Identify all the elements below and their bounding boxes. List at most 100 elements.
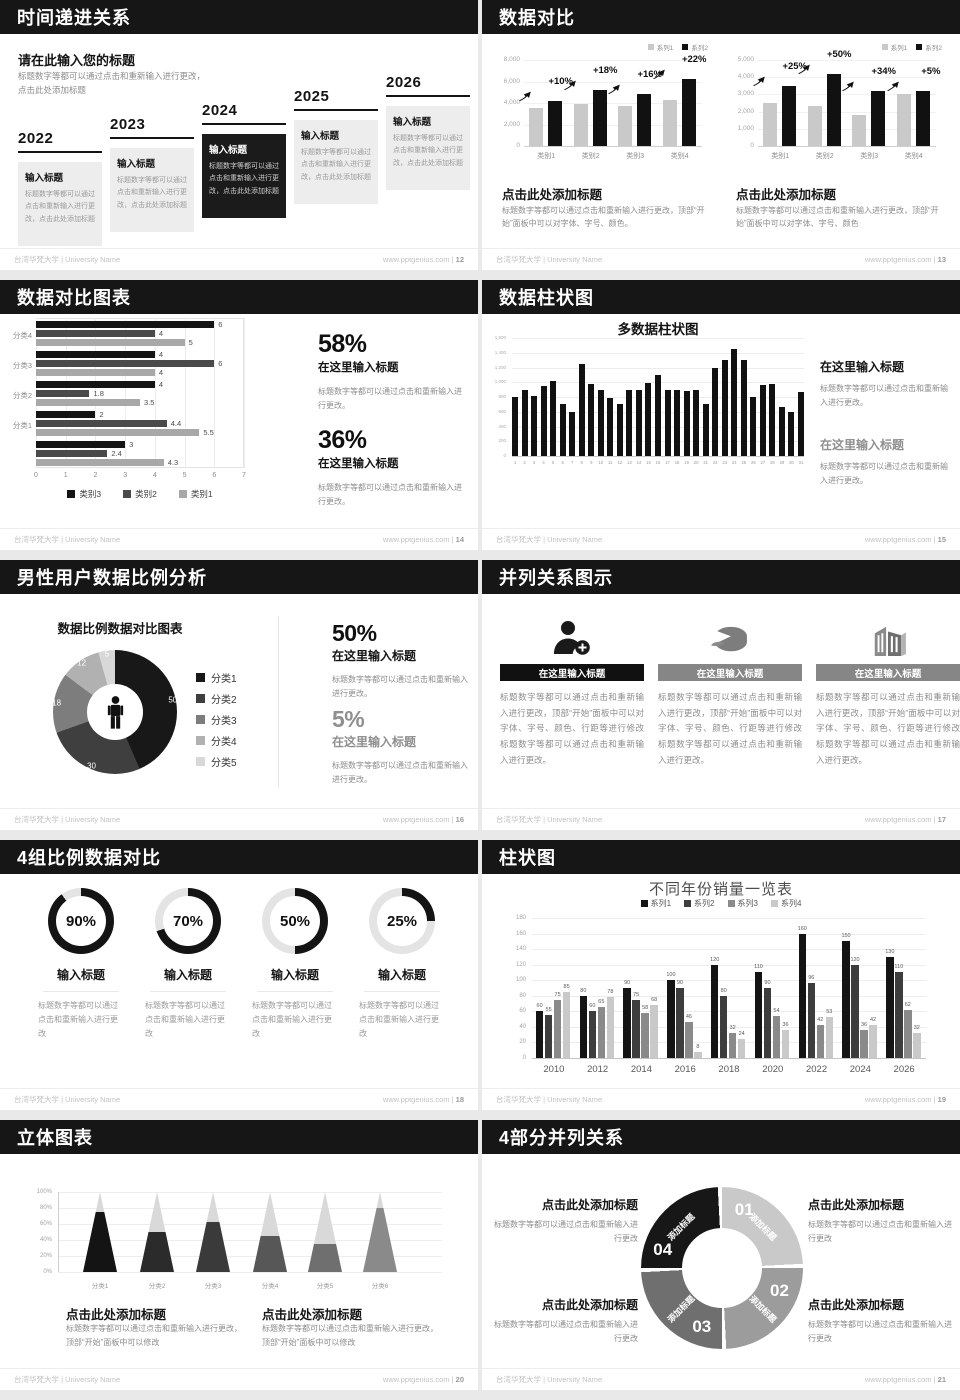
growth-label: +18%	[592, 65, 618, 77]
milestone-box: 输入标题 标题数字等都可以通过点击和重新输入进行更改，点击此处添加标题	[294, 120, 378, 204]
x-category-label: 2026	[893, 1064, 915, 1075]
y-tick-label: 6,000	[503, 77, 520, 85]
legend-item: 类别3	[67, 488, 101, 500]
slide-body: 90% 输入标题 标题数字等都可以通过点击和重新输入进行更改 70% 输入标题 标题数字等…	[0, 874, 478, 1088]
bar	[731, 349, 738, 456]
gridline	[758, 146, 936, 147]
x-tick-label: 20	[693, 460, 699, 465]
bar-value-label: 96	[808, 975, 815, 982]
timeline-milestone: 2022 输入标题 标题数字等都可以通过点击和重新输入进行更改，点击此处添加标题	[18, 130, 102, 246]
legend-label: 分类3	[211, 716, 237, 727]
growth-label: +25%	[782, 60, 807, 72]
page-number: 14	[455, 535, 464, 544]
y-tick-label: 0%	[43, 1269, 52, 1275]
legend-swatch	[196, 715, 205, 724]
stat-heading: 在这里输入标题	[318, 362, 399, 374]
gauge-value: 70%	[163, 896, 213, 946]
bar	[544, 1015, 553, 1058]
gridline	[532, 949, 926, 951]
gridline	[524, 60, 702, 61]
footer-site: www.pptgenius.com	[864, 815, 932, 824]
slide-title-bar: 4部分并列关系	[482, 1120, 960, 1154]
cone	[308, 1192, 342, 1272]
stat-heading: 在这里输入标题	[332, 735, 417, 749]
slide-footer: 台湾华梵大学 | University Name www.pptgenius.c…	[0, 1368, 478, 1390]
slide-body: 系列1 系列2 0 2,000 4,000 6,000 8,000 类别1 +10% 类别2 +18…	[482, 34, 960, 248]
gridline	[512, 338, 804, 339]
column-body: 标题数字等都可以通过点击和重新输入进行更改，顶部“开始”面板中可以对字体、字号、…	[500, 692, 644, 765]
growth-callout: +34%	[842, 65, 898, 91]
x-tick-label: 10	[598, 460, 604, 465]
page-number: 16	[455, 815, 464, 824]
divider	[43, 991, 119, 992]
bar-value-label: 4	[158, 368, 164, 377]
y-tick-label: 1,000	[494, 379, 506, 385]
bar-value-label: 46	[685, 1014, 692, 1021]
gauge-heading: 输入标题	[377, 968, 426, 982]
y-tick-label: 0	[516, 142, 520, 149]
bar-value-label: 2.4	[111, 449, 122, 458]
legend-swatch	[647, 44, 654, 50]
gridline	[532, 918, 926, 919]
slide-body: 01 添加标题 02 添加标题 03 添加标题 04 添加标题 点击此处添加标题 标题数字等都…	[482, 1154, 960, 1368]
slice-value-label: 12	[77, 658, 87, 668]
bar	[664, 389, 671, 456]
milestone-year: 2025	[294, 88, 330, 105]
page-number: 21	[937, 1375, 946, 1384]
block-heading: 点击此处添加标题	[808, 1298, 905, 1312]
growth-arrow-icon	[753, 76, 766, 86]
x-tick-label: 12	[617, 460, 623, 465]
y-tick-label: 180	[515, 915, 526, 921]
bar	[512, 397, 518, 456]
gauge-value: 50%	[270, 896, 320, 946]
corner-block: 点击此处添加标题 标题数字等都可以通过点击和重新输入进行更改	[490, 1296, 638, 1345]
slide-title-bar: 立体图表	[0, 1120, 478, 1154]
block-heading: 点击此处添加标题	[262, 1308, 363, 1322]
bar-value-label: 90	[764, 980, 771, 986]
bar-value-label: 100	[666, 972, 676, 979]
stat-body: 标题数字等都可以通过点击和重新输入进行更改。	[332, 761, 468, 784]
slide-footer: 台湾华梵大学 | University Name www.pptgenius.c…	[0, 248, 478, 270]
gauge-heading: 输入标题	[56, 968, 105, 982]
block-body: 标题数字等都可以通过点击和重新输入进行更改	[808, 1220, 952, 1243]
add-user-icon	[500, 608, 644, 656]
panel-heading: 点击此处添加标题	[502, 188, 603, 202]
slide-18-gauges: 4组比例数据对比 90% 输入标题 标题数字等都可以通过点击和重新输入进行更改 70%…	[0, 840, 478, 1110]
x-category-label: 2014	[630, 1064, 652, 1075]
legend-label: 系列3	[737, 899, 758, 908]
bar	[36, 369, 155, 376]
x-tick-label: 5	[551, 460, 555, 465]
x-tick-label: 13	[627, 460, 632, 465]
legend-item: 系列2	[916, 42, 942, 52]
cycle-hole	[682, 1228, 762, 1308]
page-number: 20	[455, 1375, 464, 1384]
y-tick-label: 200	[498, 438, 506, 444]
y-tick-label: 5,000	[737, 56, 754, 63]
bar-value-label: 90	[624, 980, 631, 986]
x-category-label: 2012	[587, 1064, 609, 1075]
slide-16-male-ratio: 男性用户数据比例分析 数据比例数据对比图表 50 30 18 12 5 分类1 分类2 分类3…	[0, 560, 478, 830]
cone-fill	[196, 1222, 230, 1272]
bar	[578, 363, 585, 456]
y-tick-label: 1,600	[494, 335, 506, 340]
bar	[769, 384, 776, 456]
footer-site: www.pptgenius.com	[864, 1095, 932, 1104]
x-tick-label: 2	[523, 460, 526, 465]
legend-swatch	[178, 490, 187, 498]
footer-org: 台湾华梵大学 | University Name	[14, 1095, 121, 1104]
legend-label: 系列1	[656, 45, 674, 52]
bar	[632, 999, 640, 1058]
bar	[759, 385, 766, 456]
horizontal-bar-chart: 0 1 2 3 4 5 6 7 分类4 6 4 5 分类3 4 6 4 分类2 4 1.8 3.5 分类1 2 4.4 5.5…	[0, 314, 478, 528]
bar	[763, 988, 772, 1058]
slide-body: 0 1 2 3 4 5 6 7 分类4 6 4 5 分类3 4 6 4 分类2 4 1.8 3.5 分类1 2 4.4 5.5…	[0, 314, 478, 528]
gridline	[244, 318, 245, 468]
milestone-line	[294, 109, 378, 111]
gauge-body: 标题数字等都可以通过点击和重新输入进行更改	[38, 1001, 118, 1038]
gridline	[524, 103, 702, 104]
growth-label: +34%	[871, 65, 896, 77]
bar-value-label: 2	[99, 410, 104, 419]
footer-site: www.pptgenius.com	[382, 1375, 450, 1384]
x-category-label: 2018	[718, 1064, 740, 1075]
milestone-box: 输入标题 标题数字等都可以通过点击和重新输入进行更改，点击此处添加标题	[110, 148, 194, 232]
